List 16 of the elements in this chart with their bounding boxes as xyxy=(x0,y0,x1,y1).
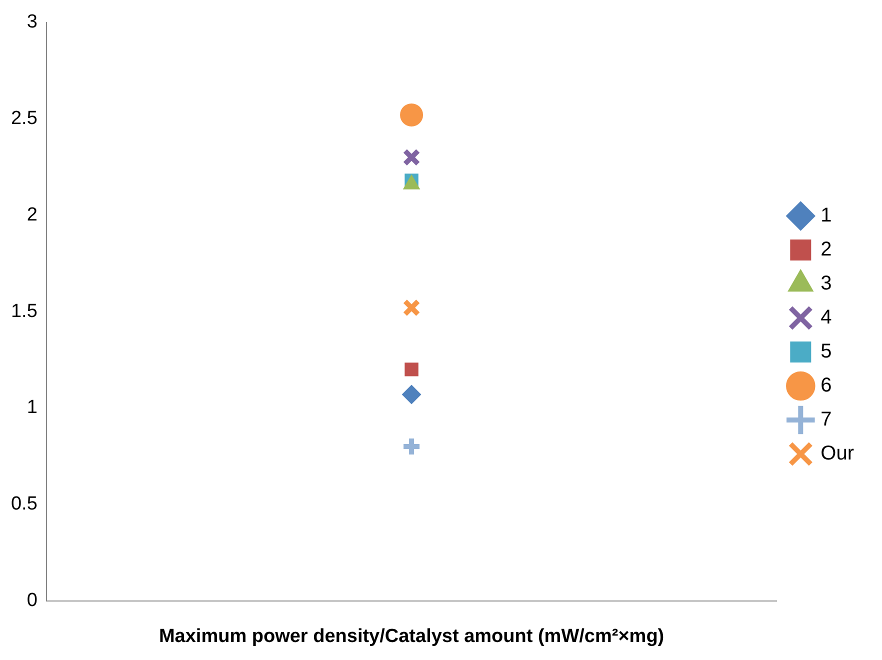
legend-label: 5 xyxy=(820,340,832,363)
y-tick-label: 1 xyxy=(26,397,38,418)
legend-label: 6 xyxy=(820,374,832,397)
y-tick-label: 3 xyxy=(26,12,38,33)
y-tick-label: 2 xyxy=(26,204,38,226)
y-tick-label: 1.5 xyxy=(10,300,38,322)
legend-label: 1 xyxy=(820,204,832,227)
legend-label: 3 xyxy=(820,272,832,295)
y-tick-label: 0.5 xyxy=(10,494,38,515)
y-tick-label: 0 xyxy=(26,590,38,612)
x-axis-title: Maximum power density/Catalyst amount (mW/cm²×mg) xyxy=(158,626,664,647)
legend-label: Our xyxy=(820,442,854,465)
legend-label: 4 xyxy=(820,306,832,329)
legend-label: 2 xyxy=(820,238,832,261)
y-tick-label: 2.5 xyxy=(10,108,38,130)
legend-label: 7 xyxy=(820,408,832,431)
